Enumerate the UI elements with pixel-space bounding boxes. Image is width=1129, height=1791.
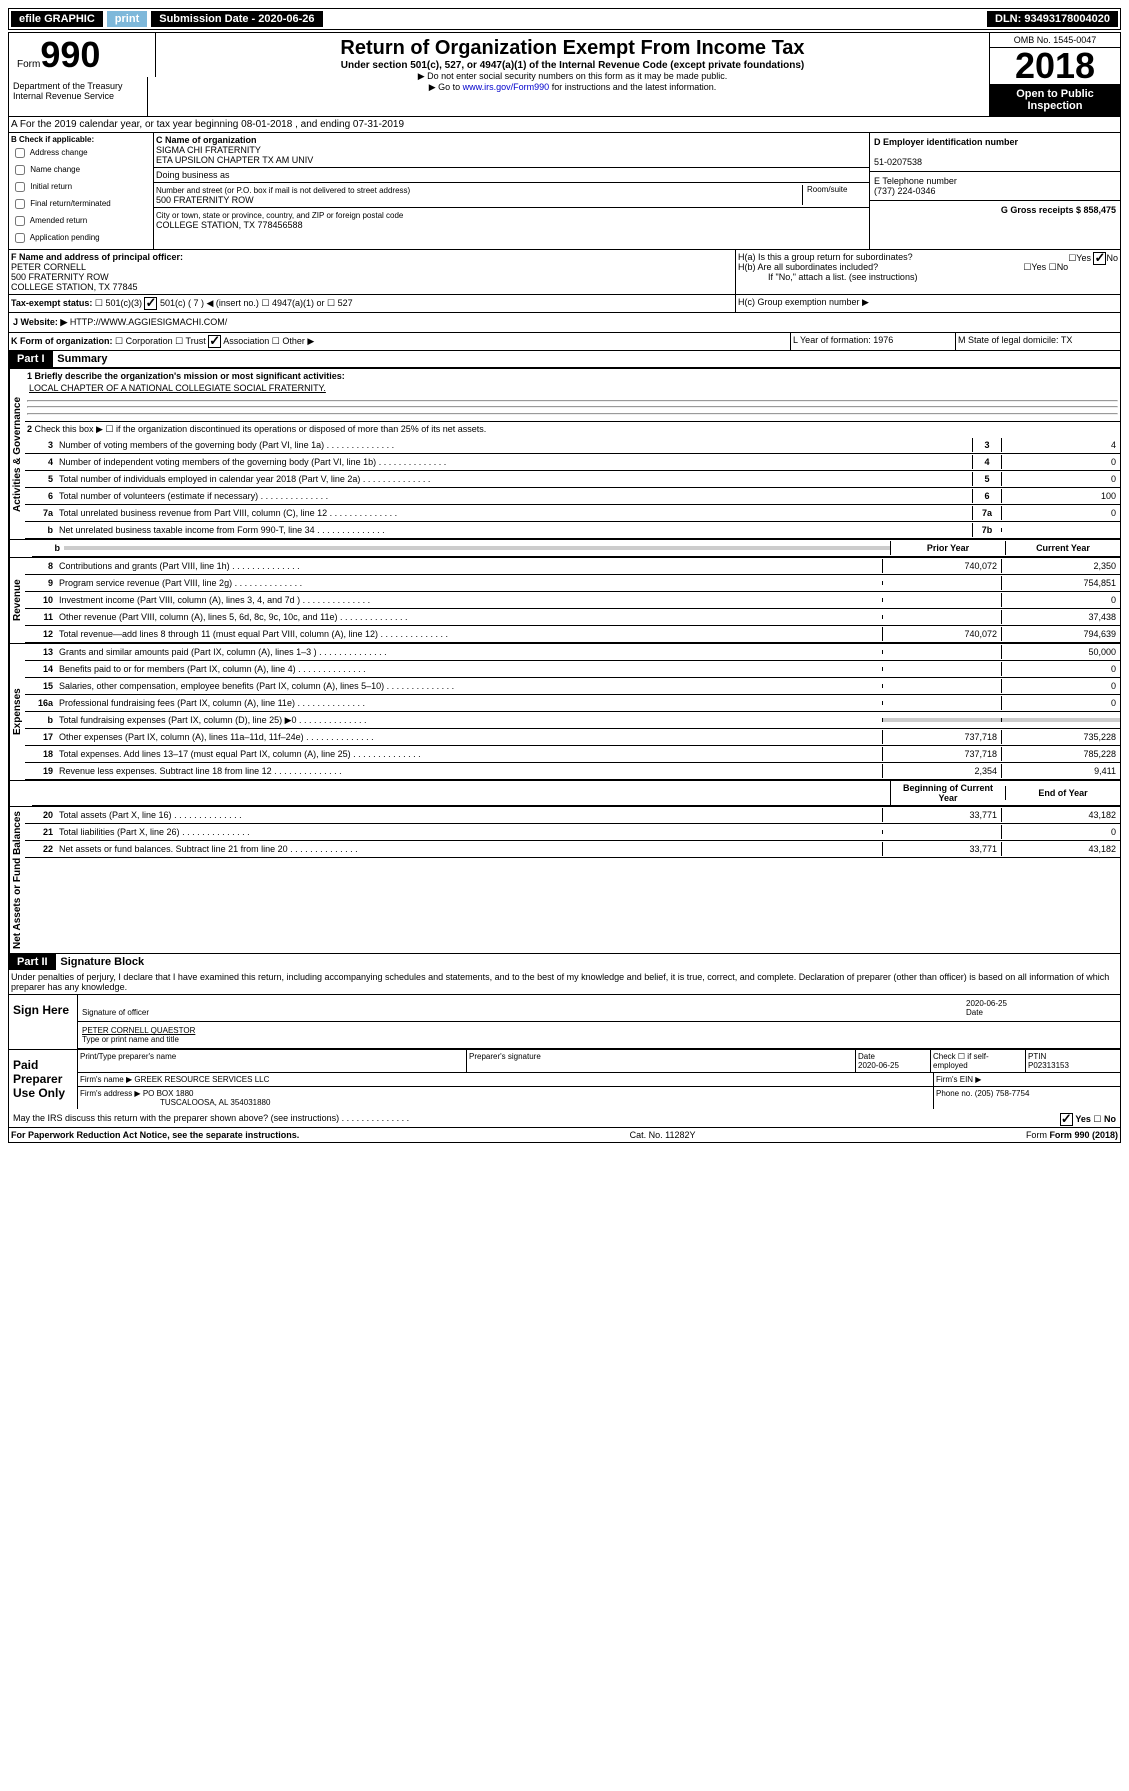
line-6: 6 Total number of volunteers (estimate i… — [25, 488, 1120, 505]
line-11: 11 Other revenue (Part VIII, column (A),… — [25, 609, 1120, 626]
perjury-declaration: Under penalties of perjury, I declare th… — [9, 970, 1120, 994]
firm-address: Firm's address ▶ PO BOX 1880TUSCALOOSA, … — [78, 1087, 934, 1109]
side-net-assets: Net Assets or Fund Balances — [9, 807, 25, 953]
note-ssn: ▶ Do not enter social security numbers o… — [160, 71, 985, 82]
line-7a: 7a Total unrelated business revenue from… — [25, 505, 1120, 522]
paid-preparer-label: Paid Preparer Use Only — [9, 1050, 78, 1109]
ptin: PTINP02313153 — [1026, 1050, 1120, 1072]
open-public: Open to Public Inspection — [990, 84, 1120, 116]
cb-amended[interactable]: Amended return — [11, 213, 151, 229]
section-a: A For the 2019 calendar year, or tax yea… — [9, 117, 1120, 133]
dba: Doing business as — [154, 168, 869, 183]
box-d-ein: D Employer identification number 51-0207… — [870, 133, 1120, 172]
part2-header: Part II — [9, 954, 56, 970]
cb-app-pending[interactable]: Application pending — [11, 230, 151, 246]
line-21: 21 Total liabilities (Part X, line 26) 0 — [25, 824, 1120, 841]
side-expenses: Expenses — [9, 644, 25, 780]
officer-name: PETER CORNELL QUAESTOR Type or print nam… — [78, 1022, 1120, 1049]
cb-final-return[interactable]: Final return/terminated — [11, 196, 151, 212]
dln: DLN: 93493178004020 — [987, 11, 1118, 27]
officer-signature[interactable]: Signature of officer — [78, 995, 962, 1022]
line-10: 10 Investment income (Part VIII, column … — [25, 592, 1120, 609]
irs-link[interactable]: www.irs.gov/Form990 — [463, 82, 550, 92]
subtitle: Under section 501(c), 527, or 4947(a)(1)… — [160, 60, 985, 71]
firm-ein: Firm's EIN ▶ — [934, 1073, 1120, 1086]
box-g-receipts: G Gross receipts $ 858,475 — [870, 201, 1120, 219]
top-bar: efile GRAPHIC print Submission Date - 20… — [8, 8, 1121, 30]
sign-here-label: Sign Here — [9, 995, 78, 1049]
line-2: 2 Check this box ▶ ☐ if the organization… — [25, 421, 1120, 437]
city-row: City or town, state or province, country… — [154, 208, 869, 232]
form-990: Form 990 Department of the Treasury Inte… — [8, 32, 1121, 1143]
line-b: b Total fundraising expenses (Part IX, c… — [25, 712, 1120, 729]
box-e-phone: E Telephone number (737) 224-0346 — [870, 172, 1120, 201]
line-16a: 16a Professional fundraising fees (Part … — [25, 695, 1120, 712]
line-5: 5 Total number of individuals employed i… — [25, 471, 1120, 488]
line-17: 17 Other expenses (Part IX, column (A), … — [25, 729, 1120, 746]
box-b: B Check if applicable: Address change Na… — [9, 133, 154, 249]
part1-header: Part I — [9, 351, 53, 367]
line-20: 20 Total assets (Part X, line 16) 33,771… — [25, 807, 1120, 824]
box-l-year: L Year of formation: 1976 — [791, 333, 956, 350]
box-m-state: M State of legal domicile: TX — [956, 333, 1120, 350]
prep-self-employed[interactable]: Check ☐ if self-employed — [931, 1050, 1026, 1072]
note-goto: ▶ Go to www.irs.gov/Form990 for instruct… — [160, 82, 985, 93]
part-2: Part II Signature Block Under penalties … — [9, 953, 1120, 1127]
org-name: C Name of organization SIGMA CHI FRATERN… — [154, 133, 869, 168]
box-k-form: K Form of organization: ☐ Corporation ☐ … — [9, 333, 791, 350]
line-13: 13 Grants and similar amounts paid (Part… — [25, 644, 1120, 661]
form-number: 990 — [40, 37, 100, 73]
efile-badge: efile GRAPHIC — [11, 11, 103, 27]
line-18: 18 Total expenses. Add lines 13–17 (must… — [25, 746, 1120, 763]
address-row: Number and street (or P.O. box if mail i… — [154, 183, 869, 208]
box-hc: H(c) Group exemption number ▶ — [736, 295, 1120, 312]
line-19: 19 Revenue less expenses. Subtract line … — [25, 763, 1120, 780]
cb-address-change[interactable]: Address change — [11, 145, 151, 161]
line-4: 4 Number of independent voting members o… — [25, 454, 1120, 471]
footer: For Paperwork Reduction Act Notice, see … — [9, 1127, 1120, 1142]
line-15: 15 Salaries, other compensation, employe… — [25, 678, 1120, 695]
box-f-officer: F Name and address of principal officer:… — [9, 250, 736, 294]
sign-date: 2020-06-25Date — [962, 995, 1120, 1022]
prep-sig: Preparer's signature — [467, 1050, 856, 1072]
line-14: 14 Benefits paid to or for members (Part… — [25, 661, 1120, 678]
box-j-website: J Website: ▶ HTTP://WWW.AGGIESIGMACHI.CO… — [9, 313, 1120, 333]
side-revenue: Revenue — [9, 558, 25, 643]
cb-initial-return[interactable]: Initial return — [11, 179, 151, 195]
form-label: Form — [17, 59, 40, 70]
main-title: Return of Organization Exempt From Incom… — [160, 37, 985, 60]
cb-name-change[interactable]: Name change — [11, 162, 151, 178]
box-i-tax-status: Tax-exempt status: ☐ 501(c)(3) 501(c) ( … — [9, 295, 736, 312]
line-9: 9 Program service revenue (Part VIII, li… — [25, 575, 1120, 592]
line-1: 1 Briefly describe the organization's mi… — [25, 369, 1120, 421]
line-b: b Net unrelated business taxable income … — [25, 522, 1120, 539]
prep-name: Print/Type preparer's name — [78, 1050, 467, 1072]
box-h: H(a) Is this a group return for subordin… — [736, 250, 1120, 294]
line-3: 3 Number of voting members of the govern… — [25, 437, 1120, 454]
print-button[interactable]: print — [107, 11, 147, 27]
submission-date: Submission Date - 2020-06-26 — [151, 11, 322, 27]
dept-treasury: Department of the Treasury Internal Reve… — [9, 77, 148, 116]
line-12: 12 Total revenue—add lines 8 through 11 … — [25, 626, 1120, 643]
tax-year: 2018 — [990, 48, 1120, 84]
side-governance: Activities & Governance — [9, 369, 25, 539]
part-1: Part I Summary Activities & Governance 1… — [9, 351, 1120, 953]
line-22: 22 Net assets or fund balances. Subtract… — [25, 841, 1120, 858]
line-8: 8 Contributions and grants (Part VIII, l… — [25, 558, 1120, 575]
prep-date: Date2020-06-25 — [856, 1050, 931, 1072]
discuss-row: May the IRS discuss this return with the… — [9, 1109, 1120, 1127]
firm-phone: Phone no. (205) 758-7754 — [934, 1087, 1120, 1109]
firm-name: Firm's name ▶ GREEK RESOURCE SERVICES LL… — [78, 1073, 934, 1086]
